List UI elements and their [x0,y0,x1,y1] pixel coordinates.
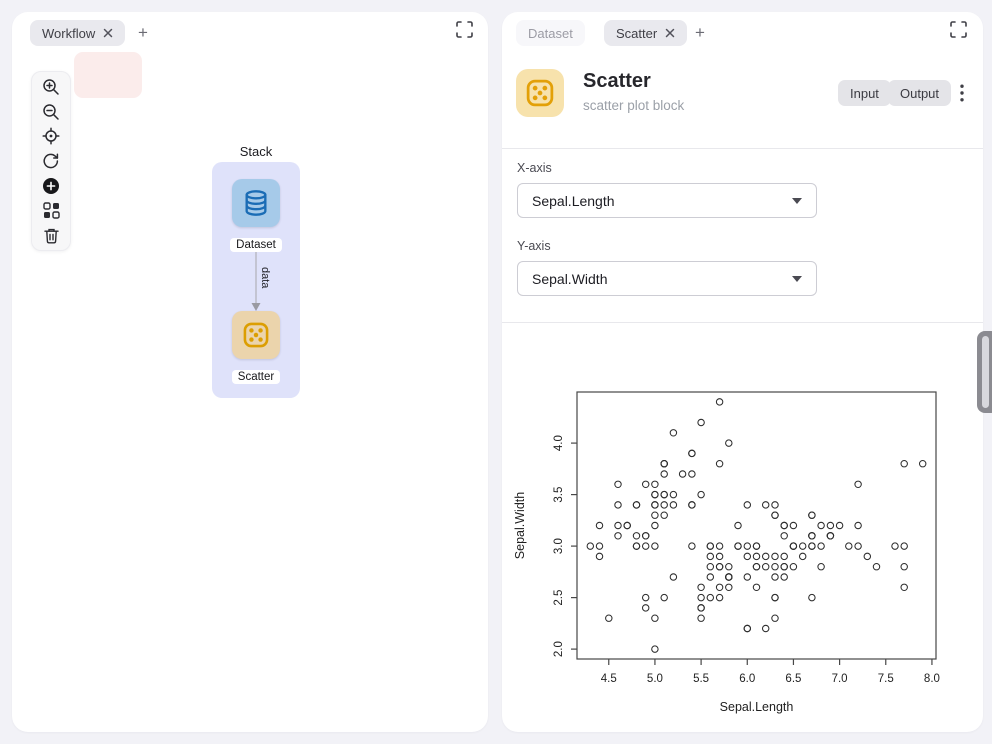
page-title: Scatter [583,70,651,92]
arrowhead-icon [251,303,261,311]
panel-scrollbar-handle[interactable] [977,331,992,413]
offscreen-canvas-node[interactable] [74,52,142,98]
block-subtitle: scatter plot block [583,98,685,113]
kebab-menu-icon [960,84,964,102]
add-node-icon [43,177,59,194]
svg-text:7.0: 7.0 [832,673,848,685]
svg-text:5.0: 5.0 [647,673,663,685]
zoom-out-button[interactable] [41,102,61,122]
node-scatter-label: Scatter [212,367,300,385]
add-tab-button[interactable]: + [130,20,156,46]
svg-text:6.5: 6.5 [785,673,801,685]
scatter-plot: 4.5 5.0 5.5 6.0 6.5 7.0 7.5 8.0 2.0 2.5 3.0 3.5 4.0 S… [513,391,940,714]
block-detail-panel: Dataset Scatter + Scatter scatter plot b… [502,12,983,732]
locate-button[interactable] [41,126,61,146]
tab-dataset-label: Dataset [528,25,573,41]
chevron-down-icon [792,276,802,282]
zoom-out-icon [43,103,59,120]
plot-area [576,391,937,660]
trash-icon [43,228,59,244]
stack-group[interactable]: Dataset data Scatter [212,162,300,398]
stack-group-title: Stack [239,144,273,159]
plus-icon: + [138,23,148,42]
more-options-button[interactable] [954,82,970,104]
locate-icon [42,127,60,145]
auto-layout-button[interactable] [41,201,61,221]
reset-view-icon [43,153,59,169]
database-icon [245,190,267,216]
zoom-in-button[interactable] [41,77,61,97]
scatter-block-icon [516,69,564,117]
x-axis: 4.5 5.0 5.5 6.0 6.5 7.0 7.5 8.0 [601,659,940,685]
workflow-canvas-panel: Workflow + [12,12,488,732]
fullscreen-icon[interactable] [950,21,968,39]
svg-text:4.0: 4.0 [553,435,565,451]
close-icon[interactable] [103,28,113,38]
divider [502,322,983,323]
zoom-in-icon [43,79,59,95]
dice-icon [526,79,554,107]
scrollbar-thumb-highlight [982,336,989,408]
plus-icon: + [695,23,705,42]
reset-view-button[interactable] [41,151,61,171]
svg-text:3.0: 3.0 [553,538,565,554]
svg-text:8.0: 8.0 [924,673,940,685]
svg-text:4.5: 4.5 [601,673,617,685]
svg-text:3.5: 3.5 [553,487,565,503]
tab-workflow-label: Workflow [42,25,96,41]
fullscreen-icon[interactable] [456,21,474,39]
add-tab-button[interactable]: + [687,20,713,46]
x-axis-title: Sepal.Length [720,700,794,714]
tab-scatter-label: Scatter [616,25,658,41]
y-axis-title: Sepal.Width [513,492,527,559]
y-axis-select[interactable]: Sepal.Width [517,261,817,296]
node-dataset-label: Dataset [212,235,300,253]
close-icon[interactable] [665,28,675,38]
x-axis-select[interactable]: Sepal.Length [517,183,817,218]
svg-text:5.5: 5.5 [693,673,709,685]
delete-button[interactable] [41,225,61,245]
edge-dataset-to-scatter [251,252,261,311]
y-axis-field-label: Y-axis [517,239,551,253]
tab-workflow[interactable]: Workflow [30,20,126,46]
data-points [586,398,927,653]
svg-text:2.5: 2.5 [553,590,565,606]
chevron-down-icon [792,198,802,204]
edge-label: data [259,264,271,292]
y-axis-selected-value: Sepal.Width [532,270,608,287]
divider [502,148,983,149]
node-scatter[interactable] [232,311,280,359]
tab-scatter[interactable]: Scatter [604,20,688,46]
svg-text:6.0: 6.0 [739,673,755,685]
tab-dataset[interactable]: Dataset [516,20,585,46]
output-button[interactable]: Output [888,80,952,106]
input-button[interactable]: Input [838,80,891,106]
svg-text:7.5: 7.5 [878,673,894,685]
y-axis: 2.0 2.5 3.0 3.5 4.0 [553,435,577,657]
x-axis-field-label: X-axis [517,161,552,175]
add-node-button[interactable] [41,176,61,196]
auto-layout-icon [42,202,60,219]
node-dataset[interactable] [232,179,280,227]
dice-icon [243,322,269,348]
x-axis-selected-value: Sepal.Length [532,192,615,209]
canvas-toolbar [31,71,71,251]
svg-text:2.0: 2.0 [553,641,565,657]
